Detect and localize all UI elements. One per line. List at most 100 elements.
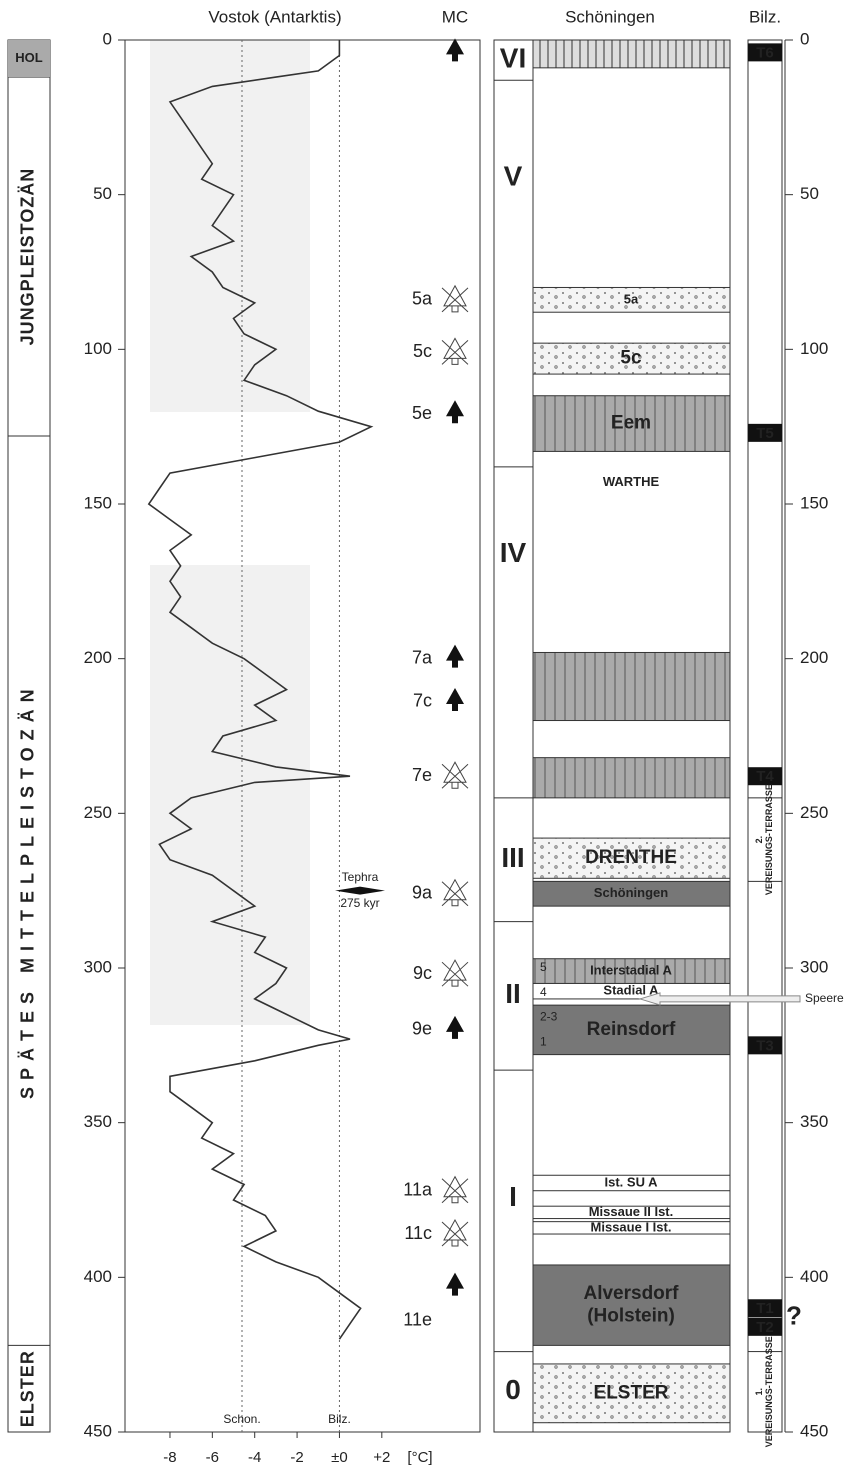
crossed-tree-icon	[442, 880, 468, 906]
terrace-label: T1	[756, 1300, 774, 1317]
terrace-label: T5	[756, 425, 774, 442]
y-tick-label: 200	[800, 648, 828, 667]
y-tick-label: 250	[84, 803, 112, 822]
cycle-label: VI	[500, 42, 526, 73]
layer-label: Ist. SU A	[605, 1174, 659, 1189]
subdivision-label: 1	[540, 1034, 547, 1048]
mc-label: 9a	[412, 883, 433, 903]
cycle-label: I	[509, 1181, 517, 1212]
tree-icon	[446, 688, 464, 711]
layer-label: Alversdorf(Holstein)	[583, 1283, 679, 1327]
y-tick-label: 300	[800, 957, 828, 976]
crossed-tree-icon	[442, 286, 468, 312]
column-title: Bilz.	[749, 7, 781, 26]
y-tick-label: 300	[84, 957, 112, 976]
subdivision-label: 4	[540, 985, 547, 999]
tree-icon	[446, 1273, 464, 1296]
mc-label: 5c	[413, 341, 432, 361]
terrace-label: T2	[756, 1319, 774, 1336]
column-title: MC	[442, 7, 468, 26]
layer-label: Eem	[611, 413, 651, 434]
x-tick-label: -4	[248, 1449, 261, 1466]
tephra-age: 275 kyr	[340, 896, 379, 910]
reference-label: Schon.	[223, 1412, 260, 1426]
crossed-tree-icon	[442, 960, 468, 986]
tephra-label: Tephra	[342, 870, 379, 884]
tree-icon	[446, 645, 464, 668]
y-tick-label: 0	[800, 29, 809, 48]
y-tick-label: 0	[103, 29, 112, 48]
mc-label: 7e	[412, 765, 432, 785]
column-title: Schöningen	[565, 7, 655, 26]
layer-label: Reinsdorf	[587, 1019, 676, 1040]
layer-label: Missaue I Ist.	[591, 1219, 672, 1234]
y-tick-label: 100	[84, 339, 112, 358]
mc-label: 11a	[403, 1179, 433, 1199]
layer-label: WARTHE	[603, 474, 660, 489]
x-tick-label: -8	[163, 1449, 176, 1466]
tree-icon	[446, 38, 464, 61]
crossed-tree-icon	[442, 1220, 468, 1246]
background-shade	[150, 40, 310, 412]
y-tick-label: 200	[84, 648, 112, 667]
subdivision-label: 2-3	[540, 1010, 558, 1024]
y-tick-label: 450	[84, 1421, 112, 1440]
tree-icon	[446, 1016, 464, 1039]
y-tick-label: 350	[84, 1112, 112, 1131]
column-title: Vostok (Antarktis)	[208, 7, 341, 26]
terrace-label: T6	[756, 44, 774, 61]
subdivision-label: 5	[540, 960, 547, 974]
layer-label: 5c	[620, 348, 642, 369]
layer-label: 5a	[624, 291, 639, 306]
layer	[533, 758, 730, 798]
terrace-label: T3	[756, 1037, 774, 1054]
y-tick-label: 100	[800, 339, 828, 358]
layer-label: Interstadial A	[590, 963, 672, 978]
mc-label: 11e	[403, 1309, 432, 1329]
cycle-label: 0	[505, 1374, 521, 1405]
x-tick-label: +2	[373, 1449, 390, 1466]
mc-label: 11c	[404, 1223, 432, 1243]
layer-label: DRENTHE	[585, 847, 677, 868]
y-tick-label: 400	[84, 1267, 112, 1286]
stage-label: ELSTER	[18, 1350, 38, 1427]
reference-label: Bilz.	[328, 1412, 351, 1426]
bilz-column	[748, 40, 782, 1432]
terrace-label: T4	[756, 768, 774, 785]
tephra-marker	[335, 887, 385, 895]
speere-label: Speere	[805, 991, 844, 1005]
mc-label: 7c	[413, 691, 432, 711]
y-tick-label: 150	[84, 493, 112, 512]
x-unit: [°C]	[407, 1449, 432, 1466]
crossed-tree-icon	[442, 1177, 468, 1203]
y-tick-label: 150	[800, 493, 828, 512]
mc-label: 9c	[413, 963, 432, 983]
crossed-tree-icon	[442, 338, 468, 364]
y-tick-label: 50	[800, 184, 819, 203]
y-tick-label: 250	[800, 803, 828, 822]
terrace-question: ?	[786, 1300, 802, 1330]
x-tick-label: -6	[206, 1449, 219, 1466]
stage-label: SPÄTES MITTELPLEISTOZÄN	[18, 682, 38, 1099]
y-tick-label: 350	[800, 1112, 828, 1131]
layer-label: ELSTER	[594, 1382, 669, 1403]
layer-label: Missaue II Ist.	[589, 1204, 674, 1219]
y-tick-label: 450	[800, 1421, 828, 1440]
mc-label: 9e	[412, 1019, 432, 1039]
cycle-label: II	[505, 978, 521, 1009]
layer-label: Schöningen	[594, 885, 668, 900]
stage-label: JUNGPLEISTOZÄN	[18, 168, 38, 346]
layer	[533, 40, 730, 68]
tree-icon	[446, 400, 464, 423]
chart: Vostok (Antarktis) MC Schöningen Bilz. […	[0, 0, 850, 1471]
mc-label: 5a	[412, 289, 433, 309]
y-tick-label: 400	[800, 1267, 828, 1286]
mc-label: 5e	[412, 403, 432, 423]
cycle-label: IV	[500, 537, 527, 568]
stage-label: HOL	[15, 50, 43, 65]
cycle-label: III	[501, 842, 524, 873]
crossed-tree-icon	[442, 762, 468, 788]
cycle-label: V	[504, 160, 523, 191]
x-tick-label: -2	[290, 1449, 303, 1466]
x-tick-label: ±0	[331, 1449, 348, 1466]
